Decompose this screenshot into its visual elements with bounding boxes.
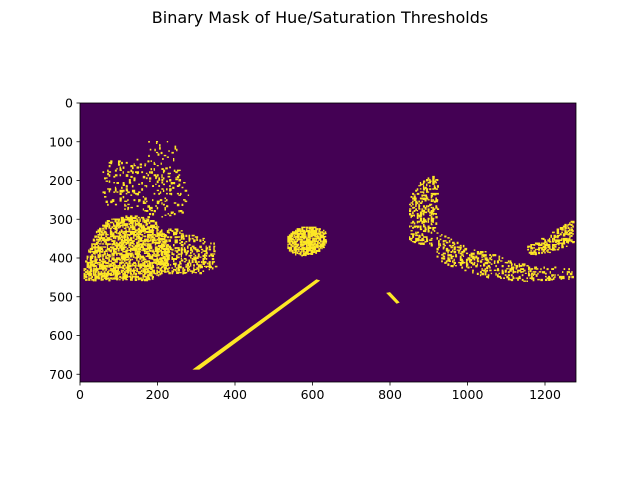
x-tick-label: 800 xyxy=(378,387,402,402)
mask-region-yellow-bush xyxy=(287,226,328,257)
x-tick-label: 1000 xyxy=(452,387,484,402)
x-axis: 0 200 400 600 800 1000 1200 xyxy=(76,382,561,402)
mask-region-middle-bushes xyxy=(159,228,218,275)
mask-region-right-trees xyxy=(408,175,440,247)
x-tick-label: 200 xyxy=(146,387,170,402)
plot-area xyxy=(79,102,577,383)
mask-pixels xyxy=(159,228,218,275)
y-tick-label: 300 xyxy=(49,212,73,227)
y-tick-label: 100 xyxy=(49,134,73,149)
mask-region-right-vehicles xyxy=(436,232,574,282)
right-lane-fragment xyxy=(386,292,400,304)
x-tick-label: 400 xyxy=(223,387,247,402)
mask-pixels xyxy=(287,226,328,257)
mask-pixels xyxy=(527,220,575,256)
y-tick-label: 500 xyxy=(49,289,73,304)
x-tick-label: 1200 xyxy=(529,387,561,402)
y-tick-label: 700 xyxy=(49,367,73,382)
y-tick-label: 200 xyxy=(49,173,73,188)
chart-title: Binary Mask of Hue/Saturation Thresholds xyxy=(152,8,488,27)
mask-pixels xyxy=(436,232,574,282)
mask-region-right-roadside xyxy=(527,220,575,256)
axes-frame xyxy=(79,102,577,383)
mask-pixels xyxy=(408,175,440,247)
y-axis: 0 100 200 300 400 500 600 700 xyxy=(49,96,80,382)
mask-pixels xyxy=(83,215,171,282)
y-tick-label: 600 xyxy=(49,328,73,343)
x-tick-label: 600 xyxy=(301,387,325,402)
y-tick-label: 400 xyxy=(49,251,73,266)
x-tick-label: 0 xyxy=(76,387,84,402)
y-tick-label: 0 xyxy=(65,96,73,111)
mask-foreground-layer xyxy=(83,140,575,370)
mask-region-left-vegetation xyxy=(83,215,171,282)
left-lane-line xyxy=(192,279,321,370)
